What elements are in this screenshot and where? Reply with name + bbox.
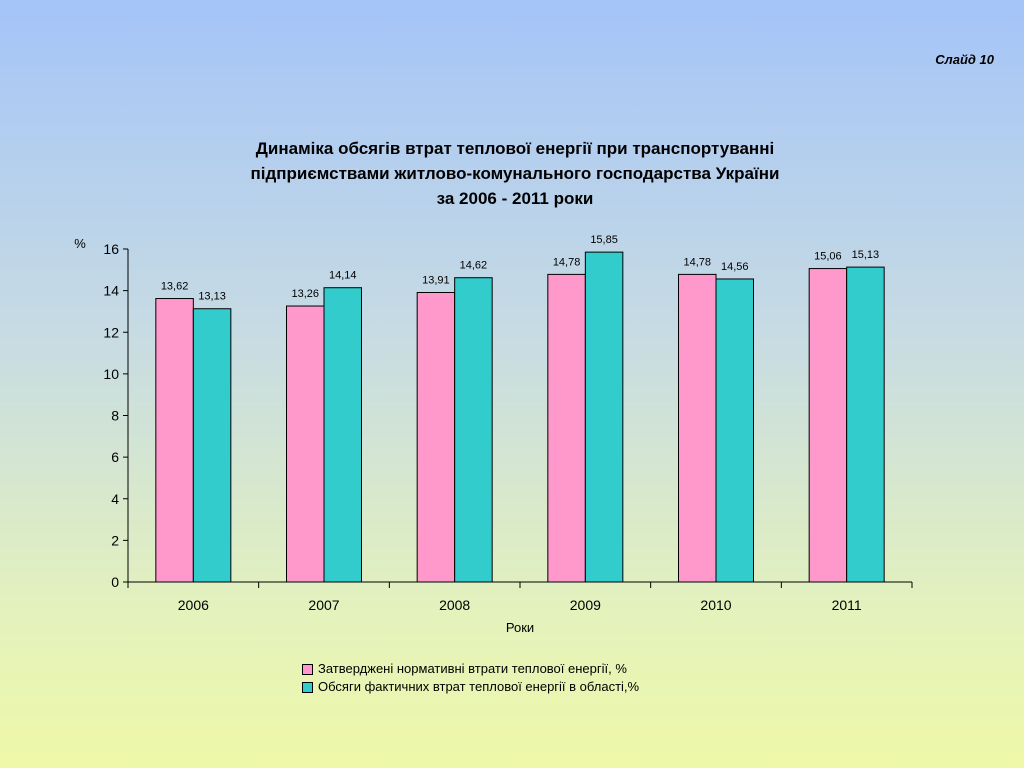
title-line-3: за 2006 - 2011 роки xyxy=(436,189,594,208)
x-tick-label: 2007 xyxy=(308,597,339,613)
slide-number: Слайд 10 xyxy=(935,52,994,67)
x-tick-label: 2010 xyxy=(700,597,731,613)
bar-actual xyxy=(584,251,624,583)
y-tick-label: 14 xyxy=(103,283,119,299)
bar-value-label: 13,13 xyxy=(198,291,226,303)
y-tick-label: 6 xyxy=(111,449,119,465)
x-tick-label: 2008 xyxy=(439,597,470,613)
chart-title: Динаміка обсягів втрат теплової енергії … xyxy=(130,136,900,211)
bar-normative xyxy=(416,291,456,583)
y-tick-label: 8 xyxy=(111,408,119,424)
y-tick-label: 12 xyxy=(103,324,119,340)
bar-normative xyxy=(678,273,717,583)
x-tick-label: 2006 xyxy=(178,597,209,613)
bar-normative xyxy=(808,268,848,583)
legend-swatch-2 xyxy=(302,681,313,693)
legend: Затверджені нормативні втрати теплової е… xyxy=(302,660,639,696)
x-tick-label: 2011 xyxy=(832,597,862,613)
bar-value-label: 14,62 xyxy=(460,260,488,272)
x-tick-label: 2009 xyxy=(570,597,601,613)
bar-normative xyxy=(547,273,586,583)
y-axis-label: % xyxy=(74,236,86,251)
bar-value-label: 14,78 xyxy=(553,256,581,268)
bar-value-label: 13,62 xyxy=(161,281,189,293)
bar-value-label: 15,13 xyxy=(852,249,880,261)
bar-value-label: 13,26 xyxy=(291,288,319,300)
y-tick-label: 2 xyxy=(111,532,119,548)
bar-actual xyxy=(323,287,362,583)
bar-normative xyxy=(155,298,194,583)
bar-actual xyxy=(192,308,232,583)
bar-actual xyxy=(846,266,885,583)
bar-actual xyxy=(715,278,754,583)
y-tick-label: 10 xyxy=(103,366,119,382)
bar-value-label: 14,14 xyxy=(329,270,357,282)
bar-value-label: 13,91 xyxy=(422,274,450,286)
legend-swatch-1 xyxy=(302,663,313,675)
y-tick-label: 16 xyxy=(103,241,119,257)
legend-item-1: Затверджені нормативні втрати теплової е… xyxy=(302,660,639,678)
bar-value-label: 15,06 xyxy=(814,251,842,263)
legend-label-1: Затверджені нормативні втрати теплової е… xyxy=(318,661,627,676)
bar-actual xyxy=(454,277,493,583)
title-line-1: Динаміка обсягів втрат теплової енергії … xyxy=(255,139,775,158)
bar-value-label: 14,56 xyxy=(721,261,749,273)
bar-normative xyxy=(286,305,325,583)
y-tick-label: 0 xyxy=(111,574,119,590)
bar-value-label: 14,78 xyxy=(683,256,711,268)
legend-label-2: Обсяги фактичних втрат теплової енергії … xyxy=(318,679,640,694)
y-tick-label: 4 xyxy=(111,491,119,507)
title-line-2: підприємствами житлово-комунального госп… xyxy=(250,164,780,183)
x-axis-label: Роки xyxy=(506,620,534,635)
legend-item-2: Обсяги фактичних втрат теплової енергії … xyxy=(302,678,639,696)
bar-value-label: 15,85 xyxy=(590,234,618,246)
